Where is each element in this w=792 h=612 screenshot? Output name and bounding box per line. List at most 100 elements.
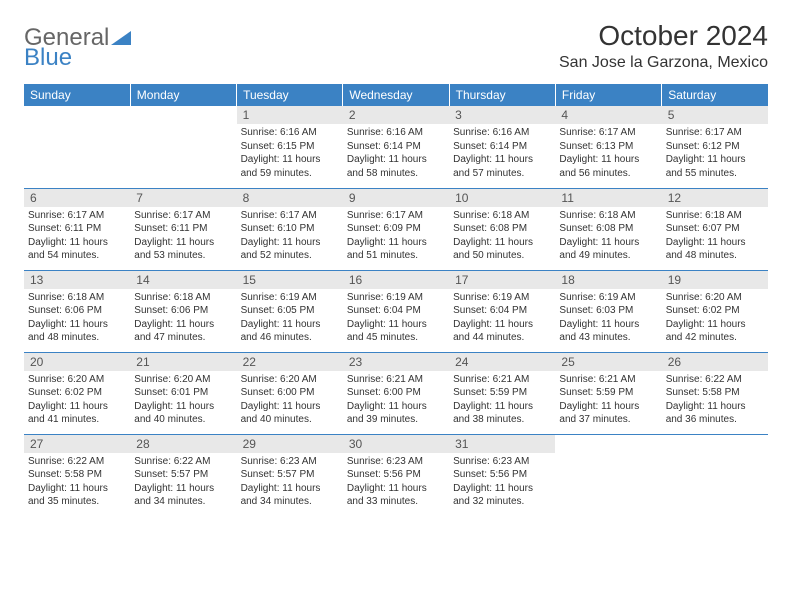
calendar-day-cell: 23Sunrise: 6:21 AMSunset: 6:00 PMDayligh… bbox=[343, 352, 449, 434]
day-content: Sunrise: 6:18 AMSunset: 6:07 PMDaylight:… bbox=[662, 207, 768, 267]
day-content: Sunrise: 6:16 AMSunset: 6:15 PMDaylight:… bbox=[237, 124, 343, 184]
weekday-header: Tuesday bbox=[237, 84, 343, 106]
day-number: 18 bbox=[555, 271, 661, 289]
calendar-day-cell: 16Sunrise: 6:19 AMSunset: 6:04 PMDayligh… bbox=[343, 270, 449, 352]
day-number: 15 bbox=[237, 271, 343, 289]
day-number: 31 bbox=[449, 435, 555, 453]
day-content: Sunrise: 6:16 AMSunset: 6:14 PMDaylight:… bbox=[343, 124, 449, 184]
calendar-week-row: 27Sunrise: 6:22 AMSunset: 5:58 PMDayligh… bbox=[24, 434, 768, 516]
day-content: Sunrise: 6:17 AMSunset: 6:11 PMDaylight:… bbox=[130, 207, 236, 267]
day-content: Sunrise: 6:17 AMSunset: 6:11 PMDaylight:… bbox=[24, 207, 130, 267]
calendar-day-cell: 25Sunrise: 6:21 AMSunset: 5:59 PMDayligh… bbox=[555, 352, 661, 434]
day-content: Sunrise: 6:19 AMSunset: 6:04 PMDaylight:… bbox=[449, 289, 555, 349]
day-number: 1 bbox=[237, 106, 343, 124]
day-number: 30 bbox=[343, 435, 449, 453]
calendar-body: 1Sunrise: 6:16 AMSunset: 6:15 PMDaylight… bbox=[24, 106, 768, 516]
calendar-day-cell: 27Sunrise: 6:22 AMSunset: 5:58 PMDayligh… bbox=[24, 434, 130, 516]
day-content: Sunrise: 6:17 AMSunset: 6:12 PMDaylight:… bbox=[662, 124, 768, 184]
day-number: 5 bbox=[662, 106, 768, 124]
calendar-day-cell: 21Sunrise: 6:20 AMSunset: 6:01 PMDayligh… bbox=[130, 352, 236, 434]
calendar-day-cell: 14Sunrise: 6:18 AMSunset: 6:06 PMDayligh… bbox=[130, 270, 236, 352]
calendar-day-cell: 11Sunrise: 6:18 AMSunset: 6:08 PMDayligh… bbox=[555, 188, 661, 270]
day-content: Sunrise: 6:18 AMSunset: 6:06 PMDaylight:… bbox=[130, 289, 236, 349]
calendar-day-cell: 7Sunrise: 6:17 AMSunset: 6:11 PMDaylight… bbox=[130, 188, 236, 270]
day-number: 29 bbox=[237, 435, 343, 453]
day-content: Sunrise: 6:17 AMSunset: 6:10 PMDaylight:… bbox=[237, 207, 343, 267]
day-number: 14 bbox=[130, 271, 236, 289]
day-content: Sunrise: 6:22 AMSunset: 5:58 PMDaylight:… bbox=[24, 453, 130, 513]
day-number: 28 bbox=[130, 435, 236, 453]
logo-triangle-icon bbox=[111, 29, 131, 45]
day-content: Sunrise: 6:18 AMSunset: 6:08 PMDaylight:… bbox=[449, 207, 555, 267]
day-content: Sunrise: 6:20 AMSunset: 6:00 PMDaylight:… bbox=[237, 371, 343, 431]
calendar-week-row: 1Sunrise: 6:16 AMSunset: 6:15 PMDaylight… bbox=[24, 106, 768, 188]
calendar-day-cell: 5Sunrise: 6:17 AMSunset: 6:12 PMDaylight… bbox=[662, 106, 768, 188]
day-number: 16 bbox=[343, 271, 449, 289]
day-content: Sunrise: 6:17 AMSunset: 6:13 PMDaylight:… bbox=[555, 124, 661, 184]
day-content: Sunrise: 6:18 AMSunset: 6:06 PMDaylight:… bbox=[24, 289, 130, 349]
day-content: Sunrise: 6:19 AMSunset: 6:04 PMDaylight:… bbox=[343, 289, 449, 349]
day-content: Sunrise: 6:20 AMSunset: 6:02 PMDaylight:… bbox=[24, 371, 130, 431]
calendar-day-cell: 22Sunrise: 6:20 AMSunset: 6:00 PMDayligh… bbox=[237, 352, 343, 434]
day-number: 7 bbox=[130, 189, 236, 207]
day-number: 24 bbox=[449, 353, 555, 371]
calendar-week-row: 6Sunrise: 6:17 AMSunset: 6:11 PMDaylight… bbox=[24, 188, 768, 270]
calendar-day-cell: 1Sunrise: 6:16 AMSunset: 6:15 PMDaylight… bbox=[237, 106, 343, 188]
weekday-header: Sunday bbox=[24, 84, 130, 106]
calendar-day-cell bbox=[555, 434, 661, 516]
day-number: 11 bbox=[555, 189, 661, 207]
day-content: Sunrise: 6:20 AMSunset: 6:02 PMDaylight:… bbox=[662, 289, 768, 349]
day-number: 12 bbox=[662, 189, 768, 207]
day-number: 10 bbox=[449, 189, 555, 207]
weekday-header: Thursday bbox=[449, 84, 555, 106]
calendar-day-cell: 18Sunrise: 6:19 AMSunset: 6:03 PMDayligh… bbox=[555, 270, 661, 352]
calendar-day-cell: 13Sunrise: 6:18 AMSunset: 6:06 PMDayligh… bbox=[24, 270, 130, 352]
day-content: Sunrise: 6:23 AMSunset: 5:56 PMDaylight:… bbox=[343, 453, 449, 513]
day-number: 3 bbox=[449, 106, 555, 124]
title-block: October 2024 San Jose la Garzona, Mexico bbox=[559, 20, 768, 72]
day-content: Sunrise: 6:22 AMSunset: 5:58 PMDaylight:… bbox=[662, 371, 768, 431]
day-number: 13 bbox=[24, 271, 130, 289]
day-content: Sunrise: 6:23 AMSunset: 5:56 PMDaylight:… bbox=[449, 453, 555, 513]
day-content: Sunrise: 6:18 AMSunset: 6:08 PMDaylight:… bbox=[555, 207, 661, 267]
calendar-week-row: 13Sunrise: 6:18 AMSunset: 6:06 PMDayligh… bbox=[24, 270, 768, 352]
calendar-day-cell: 10Sunrise: 6:18 AMSunset: 6:08 PMDayligh… bbox=[449, 188, 555, 270]
weekday-header: Friday bbox=[555, 84, 661, 106]
calendar-day-cell: 20Sunrise: 6:20 AMSunset: 6:02 PMDayligh… bbox=[24, 352, 130, 434]
calendar-day-cell: 31Sunrise: 6:23 AMSunset: 5:56 PMDayligh… bbox=[449, 434, 555, 516]
day-number: 9 bbox=[343, 189, 449, 207]
weekday-header: Wednesday bbox=[343, 84, 449, 106]
day-number: 23 bbox=[343, 353, 449, 371]
day-content: Sunrise: 6:21 AMSunset: 5:59 PMDaylight:… bbox=[555, 371, 661, 431]
day-content: Sunrise: 6:22 AMSunset: 5:57 PMDaylight:… bbox=[130, 453, 236, 513]
day-number: 25 bbox=[555, 353, 661, 371]
calendar-week-row: 20Sunrise: 6:20 AMSunset: 6:02 PMDayligh… bbox=[24, 352, 768, 434]
calendar-day-cell: 28Sunrise: 6:22 AMSunset: 5:57 PMDayligh… bbox=[130, 434, 236, 516]
calendar-table: SundayMondayTuesdayWednesdayThursdayFrid… bbox=[24, 84, 768, 516]
calendar-day-cell bbox=[130, 106, 236, 188]
calendar-day-cell bbox=[662, 434, 768, 516]
day-content: Sunrise: 6:21 AMSunset: 5:59 PMDaylight:… bbox=[449, 371, 555, 431]
calendar-day-cell: 9Sunrise: 6:17 AMSunset: 6:09 PMDaylight… bbox=[343, 188, 449, 270]
day-number: 2 bbox=[343, 106, 449, 124]
location: San Jose la Garzona, Mexico bbox=[559, 54, 768, 72]
day-content: Sunrise: 6:19 AMSunset: 6:03 PMDaylight:… bbox=[555, 289, 661, 349]
day-number: 22 bbox=[237, 353, 343, 371]
day-content: Sunrise: 6:21 AMSunset: 6:00 PMDaylight:… bbox=[343, 371, 449, 431]
month-title: October 2024 bbox=[559, 20, 768, 52]
calendar-day-cell: 15Sunrise: 6:19 AMSunset: 6:05 PMDayligh… bbox=[237, 270, 343, 352]
day-content: Sunrise: 6:19 AMSunset: 6:05 PMDaylight:… bbox=[237, 289, 343, 349]
day-content: Sunrise: 6:20 AMSunset: 6:01 PMDaylight:… bbox=[130, 371, 236, 431]
calendar-day-cell: 3Sunrise: 6:16 AMSunset: 6:14 PMDaylight… bbox=[449, 106, 555, 188]
calendar-day-cell: 6Sunrise: 6:17 AMSunset: 6:11 PMDaylight… bbox=[24, 188, 130, 270]
calendar-day-cell bbox=[24, 106, 130, 188]
day-content: Sunrise: 6:16 AMSunset: 6:14 PMDaylight:… bbox=[449, 124, 555, 184]
calendar-day-cell: 12Sunrise: 6:18 AMSunset: 6:07 PMDayligh… bbox=[662, 188, 768, 270]
calendar-day-cell: 30Sunrise: 6:23 AMSunset: 5:56 PMDayligh… bbox=[343, 434, 449, 516]
header: General October 2024 San Jose la Garzona… bbox=[24, 20, 768, 72]
calendar-day-cell: 24Sunrise: 6:21 AMSunset: 5:59 PMDayligh… bbox=[449, 352, 555, 434]
day-content: Sunrise: 6:17 AMSunset: 6:09 PMDaylight:… bbox=[343, 207, 449, 267]
calendar-header-row: SundayMondayTuesdayWednesdayThursdayFrid… bbox=[24, 84, 768, 106]
calendar-day-cell: 2Sunrise: 6:16 AMSunset: 6:14 PMDaylight… bbox=[343, 106, 449, 188]
calendar-day-cell: 26Sunrise: 6:22 AMSunset: 5:58 PMDayligh… bbox=[662, 352, 768, 434]
